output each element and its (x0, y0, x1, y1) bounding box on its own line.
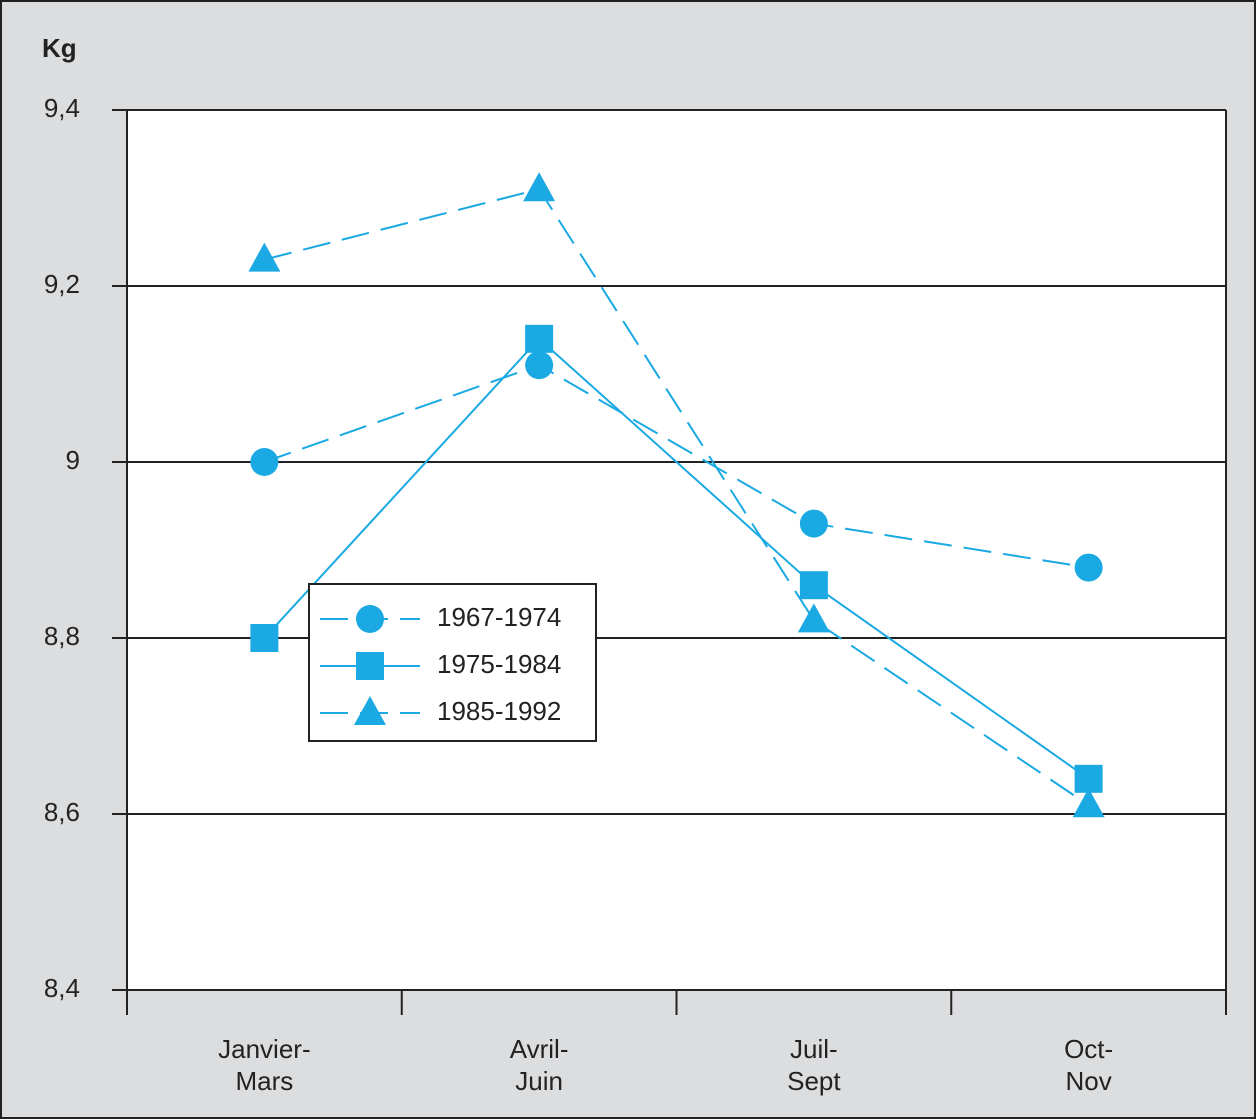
legend: 1967-1974 1975-1984 1985-1992 (308, 583, 597, 742)
data-point (525, 324, 554, 353)
data-point (523, 172, 556, 202)
series-line (264, 188, 1090, 807)
y-tick-label: 9,2 (44, 269, 80, 299)
x-tick-label: Oct- Nov (1064, 1034, 1114, 1096)
series-line (264, 364, 1089, 569)
legend-marker (356, 605, 384, 633)
y-tick-label: 9 (66, 445, 80, 475)
data-point (1074, 764, 1103, 793)
data-point (1072, 788, 1105, 818)
y-tick-label: 9,4 (44, 93, 80, 123)
legend-label: 1985-1992 (437, 696, 561, 726)
data-point (799, 509, 828, 538)
data-point (248, 242, 281, 272)
x-tick-label: Juil- Sept (787, 1034, 841, 1096)
data-point (250, 448, 279, 476)
legend-marker (356, 652, 384, 680)
plot-area (127, 110, 1226, 990)
data-point (797, 603, 830, 633)
legend-marker (354, 696, 386, 725)
y-tick-label: 8,4 (44, 973, 80, 1003)
data-point (1074, 553, 1103, 582)
legend-label: 1975-1984 (437, 649, 561, 679)
data-point (799, 571, 828, 600)
y-tick-label: 8,6 (44, 797, 80, 827)
y-tick-label: 8,8 (44, 621, 80, 651)
data-point (250, 624, 279, 652)
series-line (263, 337, 1090, 780)
data-point (525, 351, 554, 380)
x-tick-label: Avril- Juin (509, 1034, 569, 1096)
y-axis-label: Kg (42, 33, 77, 63)
x-tick-label: Janvier- Mars (218, 1034, 311, 1096)
legend-label: 1967-1974 (437, 602, 561, 632)
